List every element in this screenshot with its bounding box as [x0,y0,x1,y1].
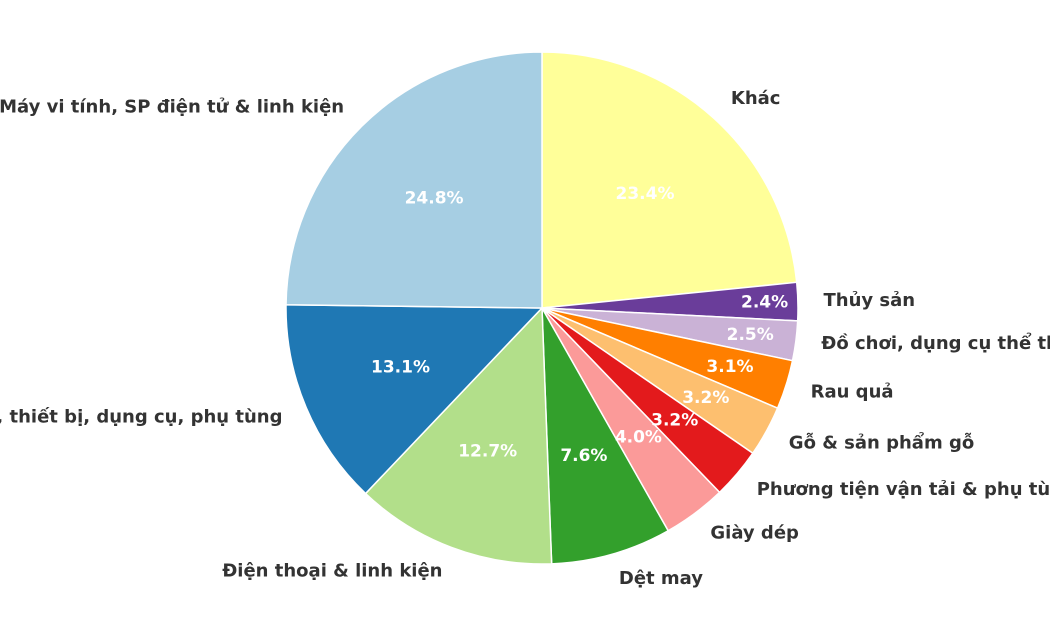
percent-label: 4.0% [615,427,662,447]
pie-slices [285,51,799,565]
category-label: Phương tiện vận tải & phụ tùng [757,479,1050,500]
category-label: Thủy sản [824,290,916,311]
percent-label: 13.1% [371,358,430,378]
category-labels: Khác Thủy sản Đồ chơi, dụng cụ thể thao Rau… [0,88,1050,589]
percent-label: 3.2% [651,411,698,431]
percentage-labels: 23.4%2.4%2.5%3.1%3.2%3.2%4.0%7.6%12.7%13… [371,184,788,466]
pie-slice-may-moc-thiet-bi-dung-cu-phu-tung [285,304,544,495]
category-label: Khác [731,88,781,109]
category-label: Dệt may [619,568,703,589]
percent-label: 23.4% [616,184,675,204]
category-label: Điện thoại & linh kiện [222,560,442,581]
category-label: Đồ chơi, dụng cụ thể thao [821,332,1050,354]
percent-label: 2.5% [727,325,774,345]
percent-label: 24.8% [405,189,464,209]
pie-slice-dien-thoai-linh-kien [364,306,553,565]
percent-label: 7.6% [560,446,607,466]
category-label: Rau quả [811,382,894,403]
category-label: Gỗ & sản phẩm gỗ [789,432,974,454]
pie-slice-khac [541,51,798,309]
percent-label: 2.4% [741,292,788,312]
pie-slice-may-vi-tinh-sp-dien-tu-linh-kien [285,51,543,309]
percent-label: 3.2% [682,388,729,408]
percent-label: 3.1% [706,357,753,377]
category-label: Giày dép [710,523,799,544]
pie-slice-det-may [541,307,670,565]
percent-label: 12.7% [458,442,517,462]
category-label: Máy móc, thiết bị, dụng cụ, phụ tùng [0,406,283,427]
category-label: Máy vi tính, SP điện tử & linh kiện [0,97,344,118]
